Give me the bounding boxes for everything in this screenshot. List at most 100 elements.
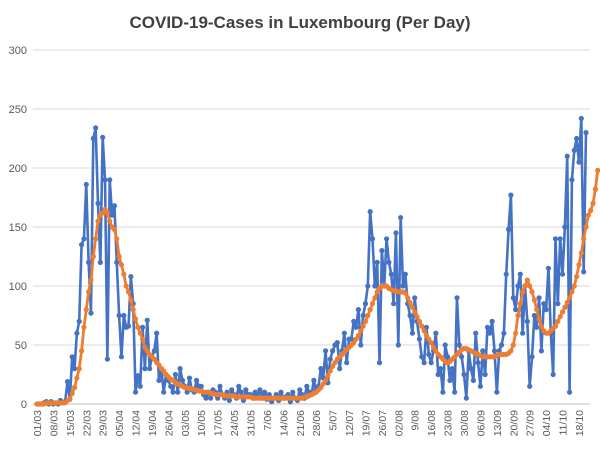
x-tick-label: 02/08: [393, 410, 405, 436]
data-point: [130, 307, 136, 313]
data-point: [583, 224, 589, 230]
data-point: [88, 310, 94, 316]
data-point: [426, 351, 432, 358]
data-point: [419, 354, 425, 360]
data-point: [132, 389, 139, 395]
data-point: [177, 366, 183, 372]
data-point: [569, 177, 575, 183]
data-point: [574, 273, 580, 280]
y-tick-label: 150: [9, 222, 27, 234]
x-tick-label: 28/06: [311, 410, 323, 436]
data-point: [69, 354, 75, 360]
data-point: [142, 366, 148, 372]
data-point: [81, 324, 87, 330]
y-axis-ticks: 0 50 100 150 200 250 300: [9, 45, 27, 411]
data-point: [76, 318, 82, 324]
data-point: [529, 289, 535, 295]
data-point: [353, 324, 359, 330]
data-point: [538, 323, 545, 329]
data-point: [341, 330, 347, 336]
data-point: [391, 301, 397, 307]
data-point: [402, 271, 408, 277]
data-point: [585, 212, 591, 218]
data-point: [407, 299, 413, 306]
data-point: [121, 271, 127, 277]
data-point: [416, 318, 423, 324]
data-point: [116, 253, 122, 260]
data-point: [562, 224, 568, 230]
data-point: [529, 354, 535, 360]
data-point: [229, 387, 235, 393]
data-point: [581, 269, 587, 275]
data-point: [151, 348, 157, 354]
data-point: [362, 318, 369, 324]
data-point: [121, 312, 127, 319]
data-point: [534, 324, 540, 330]
data-point: [480, 348, 486, 354]
data-point: [372, 283, 378, 289]
data-point: [555, 301, 561, 307]
data-point: [571, 283, 577, 289]
data-point: [470, 377, 476, 383]
data-point: [104, 356, 110, 362]
data-point: [398, 214, 404, 221]
data-point: [501, 330, 507, 336]
data-point: [454, 295, 460, 301]
data-point: [520, 330, 526, 336]
data-point: [71, 384, 78, 391]
data-point: [459, 354, 465, 360]
data-point: [369, 236, 376, 242]
x-tick-label: 27/09: [525, 410, 537, 436]
data-point: [358, 342, 364, 348]
data-point: [304, 383, 310, 389]
data-point: [372, 295, 378, 301]
data-point: [437, 366, 444, 372]
data-point: [86, 259, 92, 265]
data-point: [588, 207, 594, 214]
x-tick-label: 9/08: [410, 410, 422, 431]
data-point: [524, 277, 530, 283]
x-tick-label: 12/07: [344, 410, 356, 436]
data-point: [574, 135, 580, 142]
x-tick-label: 17/05: [213, 410, 225, 436]
x-tick-label: 21/06: [295, 410, 307, 436]
x-tick-label: 23/08: [443, 410, 455, 436]
data-point: [83, 181, 89, 188]
data-point: [257, 387, 263, 393]
data-point: [95, 200, 101, 206]
data-point: [376, 360, 383, 366]
data-point: [114, 259, 120, 265]
data-point: [428, 340, 434, 346]
data-point: [172, 371, 179, 378]
data-point: [527, 383, 533, 389]
data-point: [522, 283, 528, 289]
data-point: [531, 297, 537, 303]
data-point: [517, 271, 523, 277]
data-point: [90, 135, 96, 142]
data-point: [161, 389, 167, 395]
data-point: [109, 212, 115, 218]
data-point: [198, 383, 204, 389]
data-point: [156, 377, 162, 383]
x-tick-label: 16/08: [426, 410, 438, 436]
data-point: [452, 389, 458, 395]
data-point: [447, 377, 453, 383]
data-point: [552, 323, 559, 329]
data-point: [139, 324, 146, 330]
data-point: [562, 304, 568, 310]
data-point: [125, 323, 132, 329]
data-point: [477, 383, 484, 389]
data-point: [365, 312, 371, 319]
x-tick-label: 24/05: [229, 410, 241, 436]
data-point: [414, 314, 420, 320]
x-tick-label: 18/10: [574, 410, 586, 436]
data-point: [510, 295, 516, 301]
data-point: [592, 186, 598, 192]
data-point: [81, 236, 87, 242]
data-point: [388, 271, 394, 277]
data-point: [311, 377, 317, 383]
data-point: [186, 375, 193, 381]
x-axis-ticks: 01/03 08/03 15/03 22/03 29/03 05/04 12/04 19/04…: [32, 410, 586, 436]
